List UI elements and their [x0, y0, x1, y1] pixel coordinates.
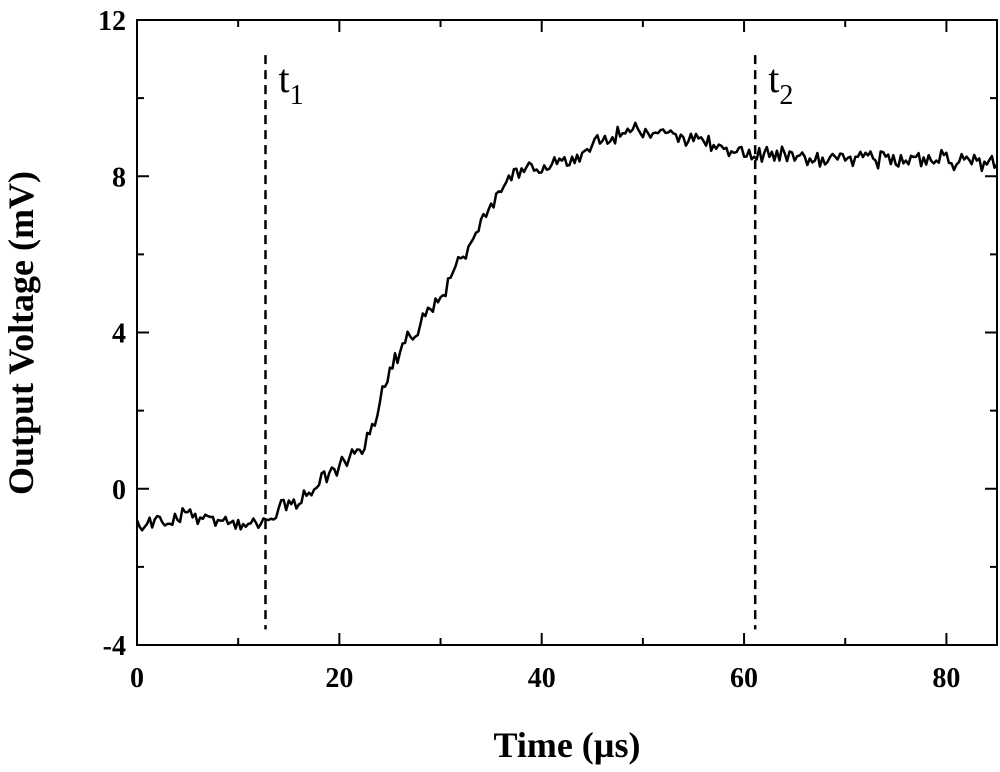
x-tick-label: 20 [325, 663, 353, 694]
x-tick-label: 60 [730, 663, 758, 694]
series-layer [135, 121, 998, 532]
marker-label: t1 [278, 56, 303, 111]
x-tick-label: 40 [528, 663, 556, 694]
time-markers: t1 t2 [264, 55, 793, 630]
x-tick-label: 80 [932, 663, 960, 694]
y-tick-label: 12 [98, 6, 126, 37]
marker-label: t2 [768, 56, 793, 111]
axes [136, 19, 998, 646]
y-tick-label: 4 [112, 319, 126, 350]
x-tick-label: 0 [130, 663, 144, 694]
signal-line [135, 121, 998, 532]
y-tick-label: -4 [103, 631, 126, 662]
y-tick-label: 8 [112, 162, 126, 193]
y-axis-title: Output Voltage (mV) [1, 171, 41, 495]
y-tick-label: 0 [112, 475, 126, 506]
x-axis-title: Time (µs) [493, 725, 640, 765]
